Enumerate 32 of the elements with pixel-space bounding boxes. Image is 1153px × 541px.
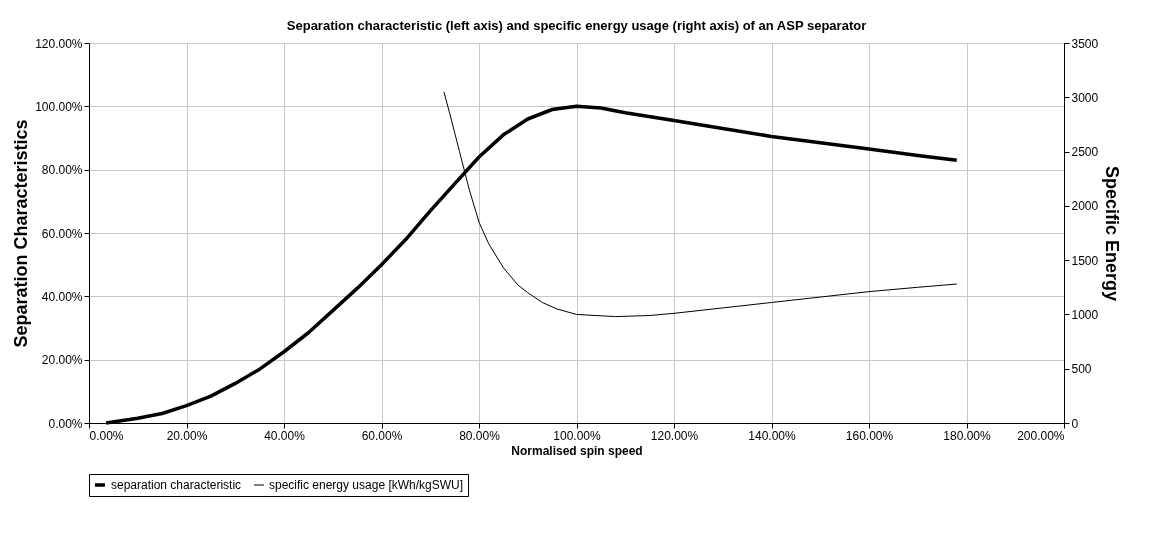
y2-tick-label: 3000: [1071, 90, 1099, 105]
y2-tick-label: 2000: [1071, 199, 1099, 214]
y-tick-label: 120.00%: [35, 36, 83, 51]
legend-label: specific energy usage [kWh/kgSWU]: [269, 478, 464, 492]
chart-title: Separation characteristic (left axis) and specific energy usage (right axis) of an ASP separator: [286, 18, 867, 33]
x-tick-label: 200.00%: [1017, 428, 1065, 443]
x-tick-label: 60.00%: [361, 428, 403, 443]
y2-tick-label: 0: [1071, 416, 1079, 431]
y2-tick-label: 500: [1071, 362, 1092, 377]
x-tick-label: 100.00%: [553, 428, 602, 443]
x-tick-label: 40.00%: [264, 428, 306, 443]
x-axis-title: Normalised spin speed: [511, 443, 643, 458]
y2-tick-label: 1500: [1071, 253, 1099, 268]
x-tick-label: 120.00%: [650, 428, 699, 443]
y-axis-title: Separation Characteristics: [11, 119, 32, 348]
y-tick-label: 80.00%: [41, 163, 83, 178]
x-tick-label: 0.00%: [89, 428, 124, 443]
y-tick-label: 60.00%: [41, 226, 83, 241]
y2-tick-label: 3500: [1071, 36, 1099, 51]
x-tick-label: 20.00%: [166, 428, 208, 443]
y2-tick-label: 1000: [1071, 307, 1099, 322]
y-tick-label: 0.00%: [48, 416, 83, 431]
y-tick-label: 100.00%: [35, 99, 83, 114]
x-tick-label: 160.00%: [845, 428, 894, 443]
x-tick-label: 180.00%: [943, 428, 992, 443]
x-tick-label: 80.00%: [459, 428, 501, 443]
y2-tick-label: 2500: [1071, 145, 1099, 160]
y2-axis-title: Specific Energy: [1102, 165, 1123, 302]
y-tick-label: 40.00%: [41, 289, 83, 304]
legend-label: separation characteristic: [111, 478, 242, 492]
y-tick-label: 20.00%: [41, 353, 83, 368]
x-tick-label: 140.00%: [748, 428, 797, 443]
